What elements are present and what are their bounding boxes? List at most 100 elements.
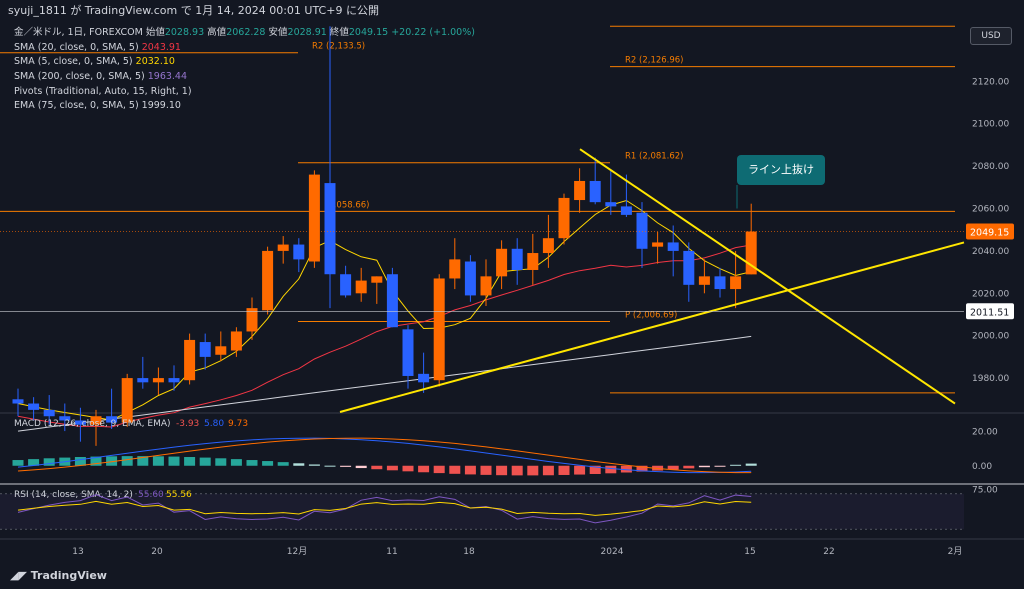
macd-histogram-bar: [168, 456, 180, 466]
price-chart[interactable]: 2140.002120.002100.002080.002060.002040.…: [0, 22, 1024, 562]
macd-histogram-bar: [418, 465, 430, 473]
candle-body: [745, 231, 757, 275]
candle-body: [59, 416, 71, 421]
candle-body: [74, 420, 86, 425]
candle-body: [12, 399, 24, 404]
candle-body: [683, 250, 695, 285]
legend-ema75-value: 1999.10: [141, 100, 181, 112]
macd-histogram-bar: [386, 465, 398, 471]
legend-close: 2049.15: [348, 27, 389, 38]
macd-histogram-bar: [308, 464, 320, 466]
candle-body: [418, 373, 430, 383]
macd-histogram-bar: [667, 465, 679, 470]
candle-body: [480, 276, 492, 296]
candle-body: [355, 280, 367, 294]
macd-histogram-bar: [230, 459, 242, 466]
chart-legend: 金／米ドル, 1日, FOREXCOM 始値2028.93 高値2062.28 …: [14, 26, 475, 114]
price-axis-tick: 2100.00: [972, 120, 1009, 130]
legend-ema75-row[interactable]: EMA (75, close, 0, SMA, 5) 1999.10: [14, 99, 475, 114]
legend-sma200-value: 1963.44: [147, 71, 188, 83]
price-axis-tick: 2060.00: [972, 205, 1009, 215]
candle-body: [386, 274, 398, 328]
tradingview-logo[interactable]: ◢◤ TradingView: [10, 569, 107, 582]
macd-histogram-bar: [636, 465, 648, 472]
macd-histogram-bar: [74, 457, 86, 466]
macd-histogram-bar: [402, 465, 414, 472]
legend-sma20-row[interactable]: SMA (20, close, 0, SMA, 5) 2043.91: [14, 41, 475, 56]
sma20-line: [17, 244, 752, 428]
pivot-label: R2 (2,133.5): [312, 42, 365, 52]
pivot-label: (2,058.66): [325, 200, 369, 210]
rsi-ma-line: [17, 500, 752, 516]
time-axis-tick: 2月: [948, 546, 963, 557]
rsi-value: 55.60: [138, 490, 164, 500]
candle-body: [340, 274, 352, 296]
macd-histogram-bar: [215, 458, 227, 466]
crosshair-price-label: 2011.51: [970, 307, 1009, 318]
macd-histogram-bar: [324, 465, 336, 467]
price-axis-tick: 2020.00: [972, 289, 1009, 299]
candle-body: [449, 259, 461, 279]
macd-histogram-bar: [28, 459, 40, 466]
resistance-trendline: [579, 148, 956, 405]
macd-histogram-bar: [527, 465, 539, 476]
candle-body: [168, 378, 180, 383]
macd-histogram-bar: [246, 460, 258, 466]
legend-close-label: 終値: [329, 27, 349, 38]
macd-histogram-bar: [605, 465, 617, 474]
legend-sma200-row[interactable]: SMA (200, close, 0, SMA, 5) 1963.44: [14, 70, 475, 85]
candle-body: [496, 248, 508, 277]
macd-histogram-bar: [496, 465, 508, 476]
macd-value: 5.80: [204, 419, 224, 429]
legend-sma20-name: SMA (20, close, 0, SMA, 5): [14, 41, 139, 53]
candle-body: [433, 278, 445, 381]
candle-body: [262, 250, 274, 311]
time-axis-tick: 20: [151, 547, 163, 557]
price-axis-tick: 2040.00: [972, 247, 1009, 257]
annotation-callout[interactable]: ライン上抜け: [737, 155, 825, 185]
legend-pivots-row[interactable]: Pivots (Traditional, Auto, 15, Right, 1): [14, 85, 475, 100]
macd-histogram-bar: [730, 464, 742, 466]
candle-body: [152, 378, 164, 383]
candle-body: [106, 416, 118, 423]
macd-histogram-bar: [12, 460, 24, 466]
rsi-axis-tick: 75.00: [972, 485, 998, 495]
candle-body: [574, 180, 586, 201]
candle-body: [230, 331, 242, 351]
time-axis-tick: 13: [72, 547, 83, 557]
macd-hist-value: -3.93: [176, 419, 199, 429]
rsi-ma-value: 55.56: [166, 490, 192, 500]
macd-histogram-bar: [542, 465, 554, 476]
macd-histogram-bar: [277, 462, 289, 466]
rsi-line: [17, 494, 752, 524]
candle-body: [137, 378, 149, 383]
publisher-line: syuji_1811 が TradingView.com で 1月 14, 20…: [8, 4, 379, 17]
candle-body: [620, 206, 632, 215]
rsi-title: RSI (14, close, SMA, 14, 2): [14, 490, 133, 500]
candle-body: [667, 242, 679, 251]
legend-sma5-name: SMA (5, close, 0, SMA, 5): [14, 56, 133, 68]
candle-body: [121, 378, 133, 423]
time-axis-tick: 12月: [287, 546, 307, 557]
candle-body: [636, 212, 648, 249]
currency-button[interactable]: USD: [970, 27, 1012, 45]
time-axis-tick: 18: [463, 547, 475, 557]
macd-line: [17, 437, 752, 474]
macd-histogram-bar: [714, 465, 726, 467]
legend-sma5-row[interactable]: SMA (5, close, 0, SMA, 5) 2032.10: [14, 55, 475, 70]
candle-body: [246, 308, 258, 332]
candle-body: [511, 248, 523, 270]
macd-histogram-bar: [464, 465, 476, 475]
macd-histogram-bar: [589, 465, 601, 474]
candle-body: [184, 339, 196, 381]
pivot-label: P (2,006.69): [625, 311, 677, 321]
macd-histogram-bar: [43, 458, 55, 466]
legend-low-label: 安値: [268, 27, 288, 38]
macd-histogram-bar: [199, 457, 211, 466]
macd-title: MACD (12, 26, close, 9, EMA, EMA): [14, 419, 171, 429]
legend-open: 2028.93: [164, 27, 205, 38]
macd-histogram-bar: [121, 456, 133, 466]
last-price-label: 2049.15: [970, 228, 1009, 239]
candle-body: [324, 183, 336, 275]
macd-histogram-bar: [355, 465, 367, 469]
